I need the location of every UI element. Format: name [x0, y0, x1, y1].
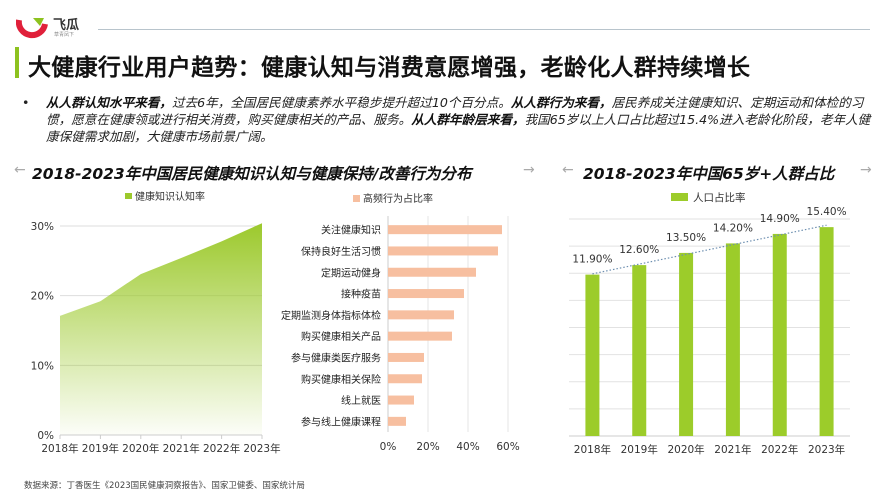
summary-text-2: 居民养成关注健康知识、定期运动和体检的习惯，愿意在健康领或进行相关消费，购买健康…	[46, 95, 864, 127]
x-tick-label: 0%	[380, 441, 397, 453]
y-tick-label: 20%	[31, 291, 54, 303]
bar	[772, 233, 787, 436]
summary-lead-1: 从人群认知水平来看，	[46, 95, 172, 110]
x-tick-label: 2020年	[122, 442, 159, 455]
arrow-left-icon: ←	[14, 162, 26, 178]
arrow-right-icon: →	[860, 162, 872, 178]
data-label: 15.40%	[807, 206, 847, 218]
bar	[388, 267, 476, 277]
x-tick-label: 2022年	[761, 443, 798, 456]
bar	[679, 252, 694, 436]
data-label: 12.60%	[619, 244, 659, 256]
bar	[585, 274, 600, 436]
bar	[388, 289, 464, 299]
x-tick-label: 2021年	[714, 443, 751, 456]
x-tick-label: 2021年	[163, 442, 200, 455]
data-label: 13.50%	[666, 232, 706, 244]
category-label: 定期运动健身	[321, 266, 381, 279]
x-tick-label: 2018年	[41, 442, 78, 455]
bar	[632, 265, 647, 436]
bar	[388, 246, 498, 256]
legend-swatch	[671, 193, 688, 201]
bar	[388, 310, 454, 320]
legend-swatch	[353, 195, 360, 202]
bar	[388, 395, 414, 405]
x-tick-label: 2023年	[808, 443, 845, 456]
summary-text-3: 我国65岁以上人口占比超过15.4%进入老龄化阶段，老年人健康保健需求加剧，大健…	[46, 112, 871, 144]
logo-icon	[16, 18, 48, 39]
bar	[819, 227, 834, 436]
data-label: 11.90%	[572, 254, 612, 266]
legend-label: 健康知识认知率	[135, 190, 205, 203]
x-tick-label: 2019年	[621, 443, 658, 456]
arrow-left-icon: ←	[562, 162, 574, 178]
category-label: 保持良好生活习惯	[301, 245, 381, 258]
category-label: 购买健康相关产品	[301, 330, 381, 343]
data-source: 数据来源：丁香医生《2023国民健康洞察报告》、国家卫健委、国家统计局	[24, 481, 305, 491]
bar	[388, 225, 502, 235]
title-accent-bar	[15, 47, 19, 78]
x-tick-label: 2020年	[667, 443, 704, 456]
bar	[388, 374, 422, 384]
category-label: 线上就医	[341, 394, 381, 407]
x-tick-label: 2019年	[82, 442, 119, 455]
page-title: 大健康行业用户趋势：健康认知与消费意愿增强，老龄化人群持续增长	[28, 55, 751, 81]
legend-label: 人口占比率	[693, 191, 746, 204]
x-tick-label: 60%	[496, 441, 519, 453]
category-label: 购买健康相关保险	[301, 373, 381, 386]
logo-subtext: 草青凤下	[54, 32, 75, 38]
x-tick-label: 2023年	[243, 442, 280, 455]
bar	[388, 352, 424, 362]
chart-title-right: 2018-2023年中国65岁+人群占比	[583, 165, 835, 183]
y-tick-label: 30%	[31, 221, 54, 233]
summary-lead-3: 从人群年龄层来看，	[411, 112, 525, 127]
category-label: 参与健康类医疗服务	[291, 351, 381, 364]
y-tick-label: 10%	[31, 360, 54, 372]
legend-label: 高频行为占比率	[363, 192, 433, 205]
chart-title-left: 2018-2023年中国居民健康知识认知与健康保持/改善行为分布	[32, 165, 472, 183]
y-tick-label: 0%	[37, 430, 54, 442]
arrow-right-icon: →	[523, 162, 535, 178]
data-label: 14.20%	[713, 222, 753, 234]
summary-text-1: 过去6年，全国居民健康素养水平稳步提升超过10个百分点。	[171, 95, 511, 110]
data-label: 14.90%	[760, 213, 800, 225]
bullet-icon: •	[22, 95, 30, 110]
x-tick-label: 40%	[456, 441, 479, 453]
x-tick-label: 2018年	[574, 443, 611, 456]
bar	[725, 243, 740, 436]
x-tick-label: 20%	[416, 441, 439, 453]
x-tick-label: 2022年	[203, 442, 240, 455]
logo-text: 飞瓜	[53, 18, 80, 33]
category-label: 参与线上健康课程	[301, 415, 381, 428]
legend-swatch	[125, 193, 132, 199]
trendline	[592, 224, 827, 275]
bar	[388, 416, 406, 426]
category-label: 定期监测身体指标体检	[281, 309, 381, 322]
category-label: 关注健康知识	[321, 224, 381, 237]
area-series	[60, 223, 262, 435]
bar	[388, 331, 452, 341]
summary-lead-2: 从人群行为来看，	[510, 95, 612, 110]
summary-paragraph: • 从人群认知水平来看，过去6年，全国居民健康素养水平稳步提升超过10个百分点。…	[22, 94, 872, 145]
header-divider	[98, 29, 870, 30]
category-label: 接种疫苗	[341, 288, 381, 301]
